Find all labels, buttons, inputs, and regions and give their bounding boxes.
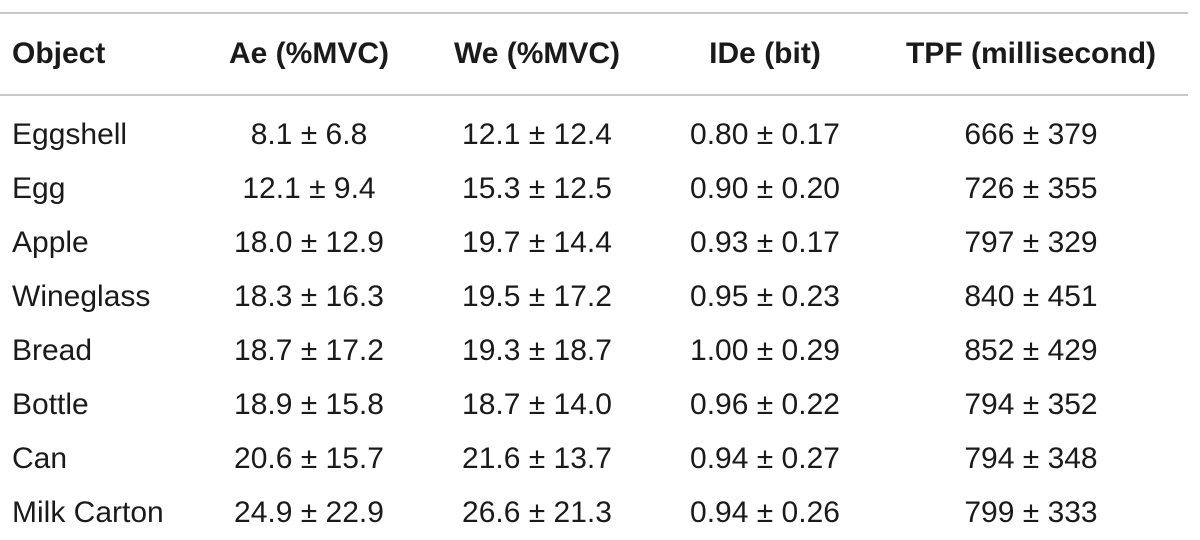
cell-ae: 20.6 ± 15.7: [234, 442, 384, 475]
table-row: Bottle 18.9 ± 15.8 18.7 ± 14.0 0.96 ± 0.22 7…: [0, 378, 1188, 432]
table-header: Object Ae (%MVC) We (%MVC) IDe (bit) TPF…: [0, 13, 1188, 95]
cell-object: Milk Carton: [12, 496, 164, 529]
cell-object: Can: [12, 442, 68, 475]
spacer-cell: [0, 95, 1188, 108]
cell-object: Bottle: [12, 388, 89, 421]
cell-object: Egg: [12, 172, 66, 205]
cell-ide: 0.93 ± 0.17: [690, 226, 840, 259]
cell-we: 12.1 ± 12.4: [462, 118, 612, 151]
cell-ae: 24.9 ± 22.9: [234, 496, 384, 529]
table-row: Eggshell 8.1 ± 6.8 12.1 ± 12.4 0.80 ± 0.17 6…: [0, 108, 1188, 162]
cell-tpf: 797 ± 329: [964, 226, 1098, 259]
cell-object: Apple: [12, 226, 89, 259]
cell-we: 26.6 ± 21.3: [462, 496, 612, 529]
table-row: Wineglass 18.3 ± 16.3 19.5 ± 17.2 0.95 ± 0.…: [0, 270, 1188, 324]
cell-tpf: 840 ± 451: [964, 280, 1098, 313]
cell-we: 19.7 ± 14.4: [462, 226, 612, 259]
cell-ide: 0.96 ± 0.22: [690, 388, 840, 421]
cell-we: 19.5 ± 17.2: [462, 280, 612, 313]
header-ide: IDe (bit): [709, 37, 821, 70]
cell-ide: 0.80 ± 0.17: [690, 118, 840, 151]
cell-ide: 0.94 ± 0.27: [690, 442, 840, 475]
header-row: Object Ae (%MVC) We (%MVC) IDe (bit) TPF…: [0, 13, 1188, 95]
cell-ae: 8.1 ± 6.8: [250, 118, 368, 151]
cell-ide: 1.00 ± 0.29: [690, 334, 840, 367]
cell-we: 19.3 ± 18.7: [462, 334, 612, 367]
cell-ae: 18.9 ± 15.8: [234, 388, 384, 421]
cell-tpf: 799 ± 333: [964, 496, 1098, 529]
cell-ae: 12.1 ± 9.4: [242, 172, 376, 205]
table-row: Milk Carton 24.9 ± 22.9 26.6 ± 21.3 0.94 ± …: [0, 486, 1188, 540]
cell-we: 15.3 ± 12.5: [462, 172, 612, 205]
spacer-row: [0, 95, 1188, 108]
cell-ide: 0.95 ± 0.23: [690, 280, 840, 313]
cell-tpf: 794 ± 348: [964, 442, 1098, 475]
cell-ide: 0.90 ± 0.20: [690, 172, 840, 205]
cell-ae: 18.0 ± 12.9: [234, 226, 384, 259]
cell-tpf: 726 ± 355: [964, 172, 1098, 205]
header-object: Object: [12, 37, 106, 70]
table-row: Bread 18.7 ± 17.2 19.3 ± 18.7 1.00 ± 0.29 85…: [0, 324, 1188, 378]
data-table: Object Ae (%MVC) We (%MVC) IDe (bit) TPF…: [0, 12, 1188, 540]
table-row: Egg 12.1 ± 9.4 15.3 ± 12.5 0.90 ± 0.20 726 ±…: [0, 162, 1188, 216]
header-ae: Ae (%MVC): [228, 37, 389, 70]
table-row: Can 20.6 ± 15.7 21.6 ± 13.7 0.94 ± 0.27 794 …: [0, 432, 1188, 486]
cell-object: Eggshell: [12, 118, 128, 151]
cell-we: 18.7 ± 14.0: [462, 388, 612, 421]
cell-ae: 18.7 ± 17.2: [234, 334, 384, 367]
cell-we: 21.6 ± 13.7: [462, 442, 612, 475]
cell-tpf: 666 ± 379: [964, 118, 1098, 151]
header-we: We (%MVC): [453, 37, 621, 70]
cell-tpf: 794 ± 352: [964, 388, 1098, 421]
cell-ae: 18.3 ± 16.3: [234, 280, 384, 313]
table-body: Eggshell 8.1 ± 6.8 12.1 ± 12.4 0.80 ± 0.17 6…: [0, 95, 1188, 540]
cell-object: Bread: [12, 334, 93, 367]
cell-tpf: 852 ± 429: [964, 334, 1098, 367]
header-tpf: TPF (millisecond): [905, 37, 1157, 70]
table-row: Apple 18.0 ± 12.9 19.7 ± 14.4 0.93 ± 0.17 79…: [0, 216, 1188, 270]
cell-object: Wineglass: [12, 280, 151, 313]
cell-ide: 0.94 ± 0.26: [690, 496, 840, 529]
